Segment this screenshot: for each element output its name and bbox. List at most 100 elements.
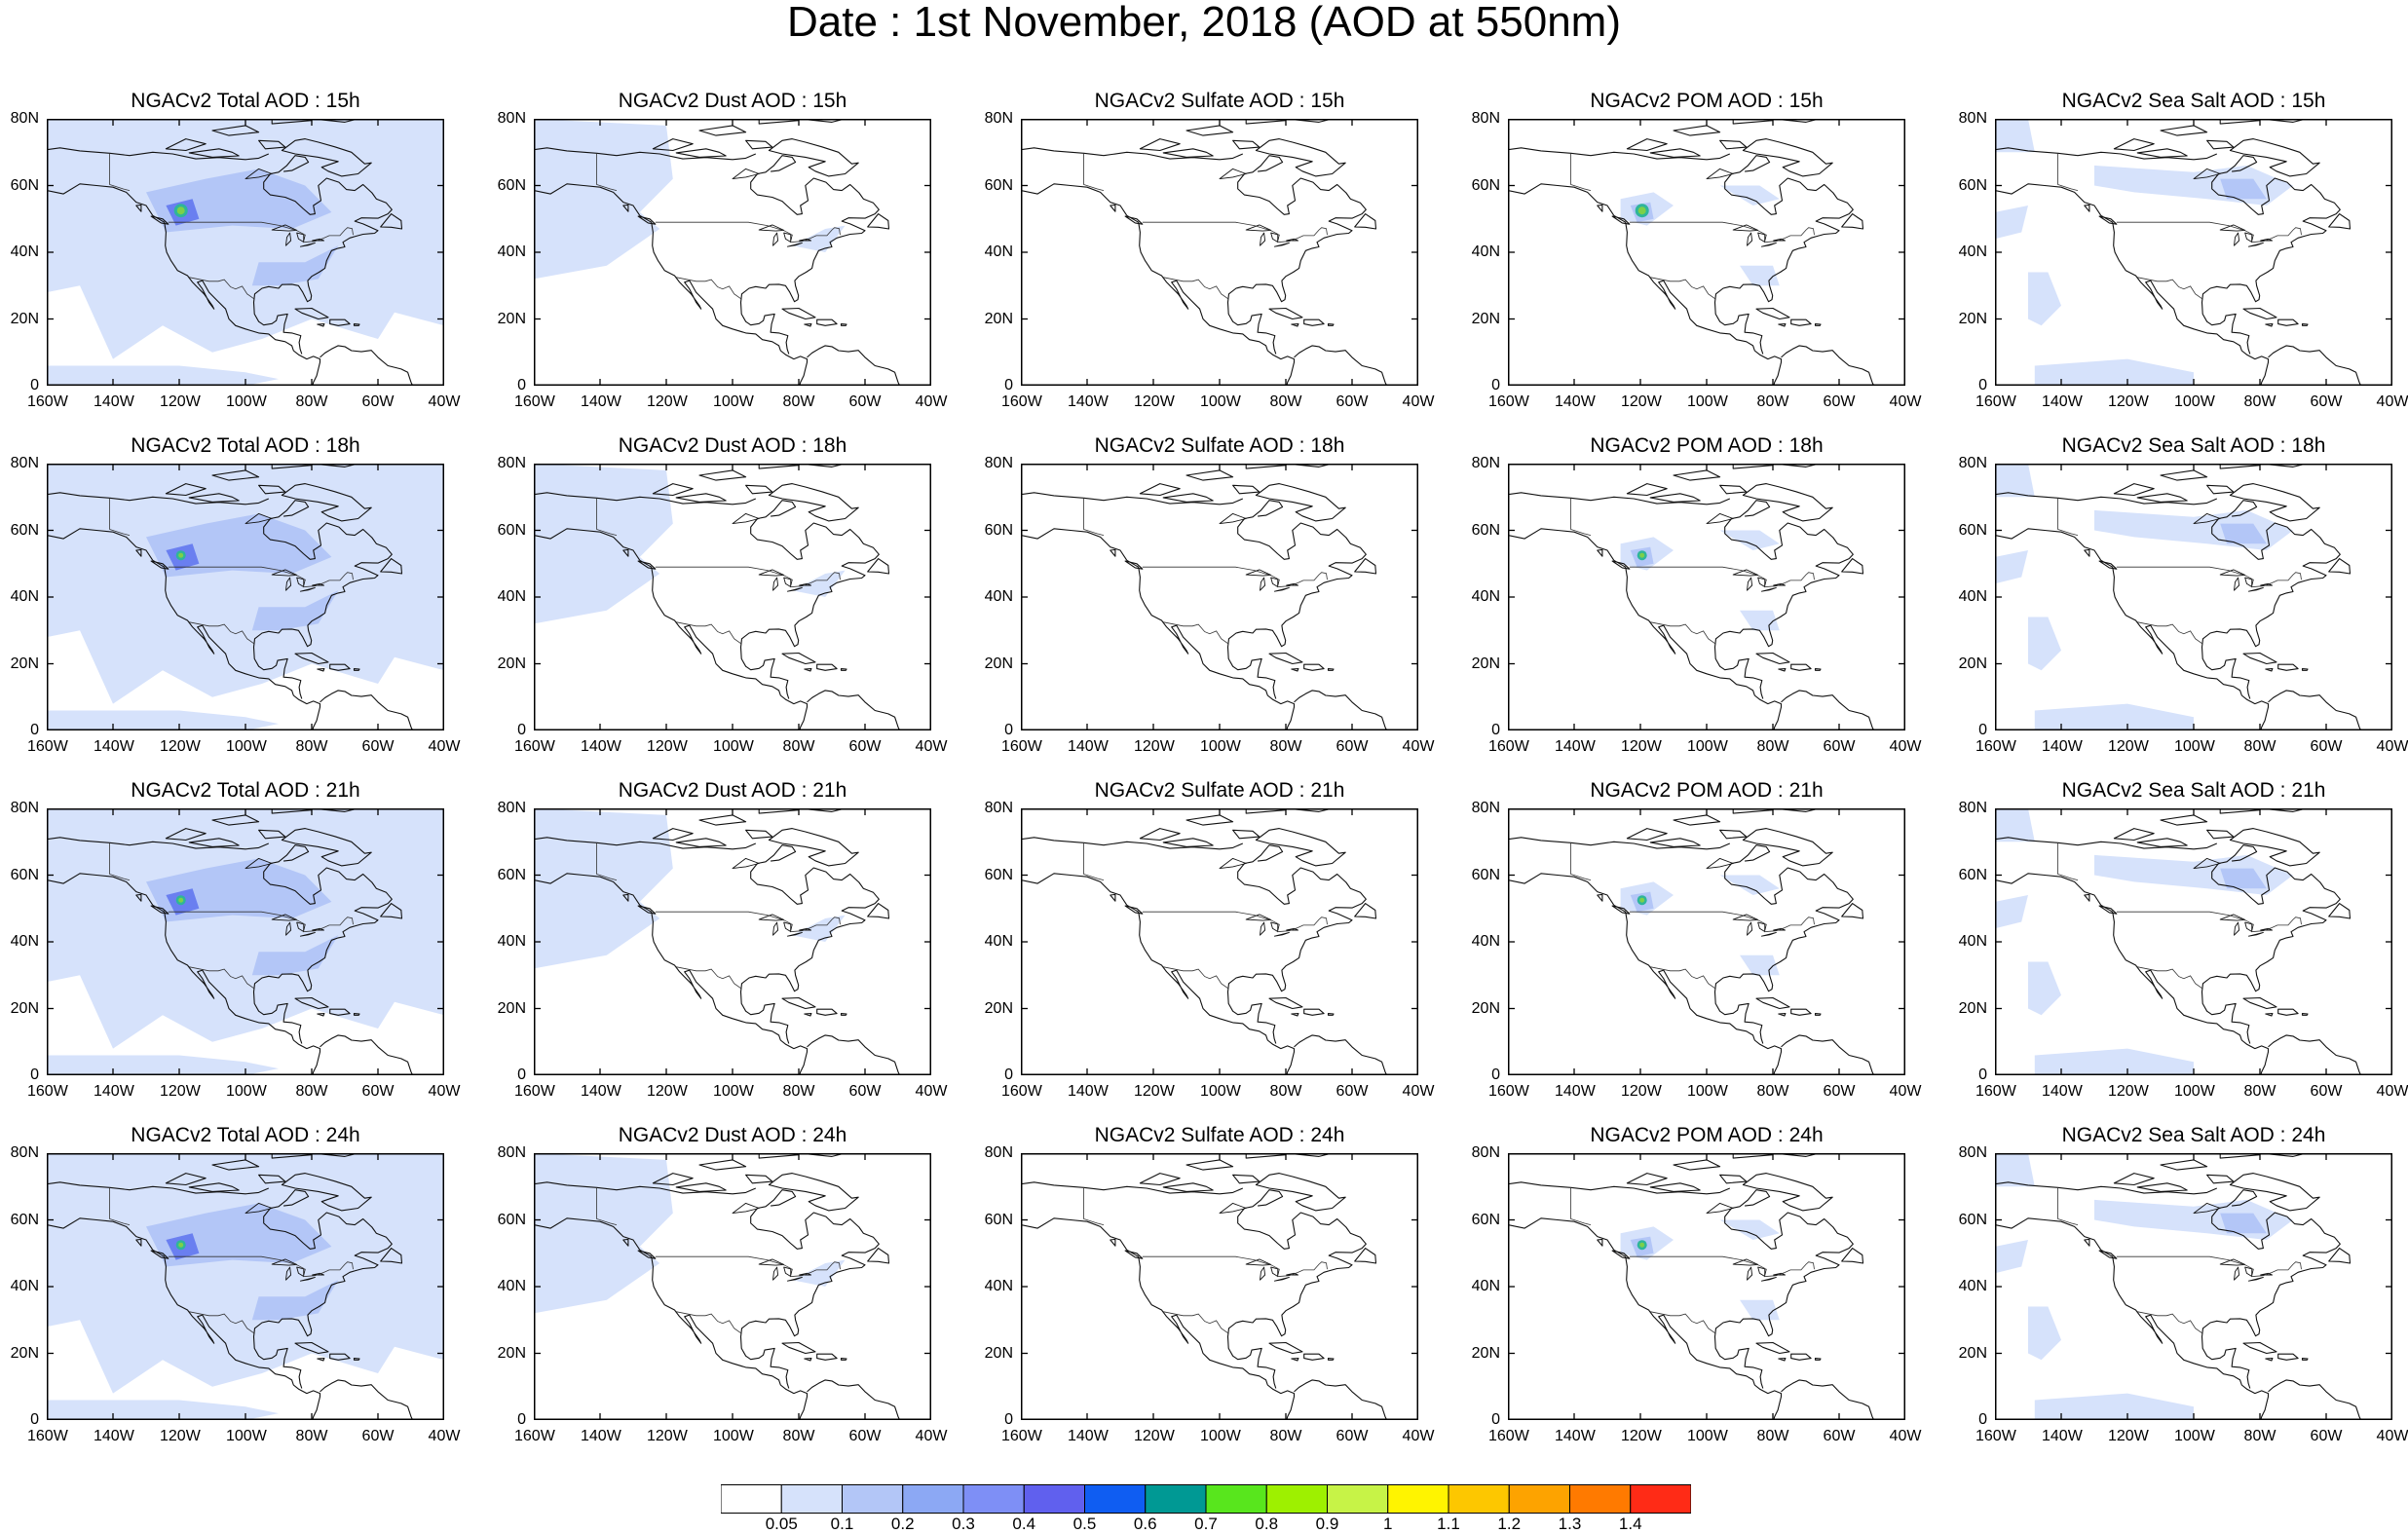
map-background [1508,1153,1905,1420]
lat-tick-label: 80N [1471,800,1500,816]
coastline [1294,1379,1388,1420]
lat-tick-label: 40N [10,1278,39,1294]
lat-tick-label: 0 [1978,1411,1987,1428]
country-border [1649,277,1716,300]
coastline [1508,873,1783,1075]
island-outline [165,138,207,152]
panel-title: NGACv2 Total AOD : 15h [131,90,360,112]
island-outline [1742,828,1833,867]
lat-tick-label: 80N [1958,110,1987,127]
island-outline [2084,893,2090,902]
island-outline [768,1173,859,1212]
country-border [1083,498,1105,536]
panel-title: NGACv2 Dust AOD : 21h [618,779,847,802]
coastline [2201,500,2341,699]
lat-tick-label: 60N [984,866,1013,883]
island-outline [2328,903,2352,919]
colorbar-label: 0.1 [830,1515,854,1533]
lake-outline [312,927,325,931]
lake-outline [1760,242,1777,247]
lon-tick-label: 80W [2243,738,2276,755]
lake-outline [285,577,292,591]
lat-tick-label: 0 [1978,1066,1987,1083]
lake-outline [299,586,316,592]
lon-tick-label: 120W [160,393,201,410]
lake-outline [1773,1272,1787,1276]
island-outline [188,838,240,847]
island-outline [745,139,773,150]
lat-tick-label: 40N [1958,588,1987,605]
island-outline [1841,903,1864,919]
lat-tick-label: 0 [30,1411,39,1428]
lat-tick-label: 80N [1958,1144,1987,1161]
colorbar-label: 0.9 [1315,1515,1339,1533]
lon-tick-label: 60W [361,1083,395,1100]
lon-tick-label: 140W [1555,1083,1596,1100]
lon-tick-label: 80W [1269,393,1302,410]
island-outline [2265,668,2274,672]
lake-outline [1273,242,1290,247]
lat-tick-label: 0 [1004,1066,1013,1083]
lake-outline [2260,1272,2274,1276]
map-panel [1995,808,2392,1075]
lon-tick-label: 160W [27,1428,68,1444]
panel-title: NGACv2 Dust AOD : 15h [618,90,847,112]
colorbar-swatch [842,1484,904,1514]
island-outline [1255,1173,1346,1212]
panel-title: NGACv2 Sulfate AOD : 15h [1094,90,1345,112]
island-outline [2098,1250,2118,1259]
lon-tick-label: 100W [1200,393,1241,410]
country-border [168,911,354,933]
island-outline [258,1174,286,1184]
island-outline [652,828,694,842]
lon-tick-label: 60W [2310,738,2343,755]
lon-tick-label: 140W [1068,738,1109,755]
lon-tick-label: 80W [295,1428,328,1444]
lat-tick-label: 40N [497,1278,526,1294]
lon-tick-label: 100W [1687,1083,1728,1100]
coastline [1508,1217,1783,1420]
island-outline [816,663,838,671]
lon-tick-label: 60W [848,393,882,410]
map-panel [1995,1153,2392,1420]
lon-tick-label: 120W [1134,393,1175,410]
lon-tick-label: 140W [581,1083,621,1100]
country-border [1649,621,1716,645]
island-outline [637,905,657,915]
island-outline [1291,668,1299,672]
lake-outline [1273,1276,1290,1282]
island-outline [2265,323,2274,327]
country-border [1629,1255,1815,1278]
coastline [1021,492,1244,505]
island-outline [781,652,816,665]
coastline [1713,844,1854,1044]
colorbar-swatch [1265,1484,1328,1514]
aod-overlay [2028,272,2061,326]
panel-title: NGACv2 Sulfate AOD : 21h [1094,779,1345,802]
island-outline [329,663,351,671]
country-border [109,498,131,536]
panel-title: NGACv2 Total AOD : 18h [131,434,360,457]
island-outline [2098,905,2118,915]
island-outline [1626,483,1668,497]
aod-overlay [47,710,279,730]
lon-tick-label: 160W [1488,393,1529,410]
island-outline [1673,814,1721,826]
lat-tick-label: 80N [497,455,526,471]
lon-tick-label: 40W [428,1083,461,1100]
aod-hotspot-center [178,897,184,903]
colorbar-swatch [1084,1484,1147,1514]
lat-tick-label: 0 [30,722,39,738]
coastline [739,155,880,355]
lat-tick-label: 0 [1491,722,1500,738]
island-outline [150,905,169,915]
lake-outline [772,232,779,246]
island-outline [622,1238,629,1247]
aod-overlay [1995,808,2035,842]
lon-tick-label: 120W [1621,393,1662,410]
map-background [1508,464,1905,730]
island-outline [1597,1238,1603,1247]
aod-overlay [47,365,279,386]
lat-tick-label: 60N [984,1211,1013,1228]
island-outline [1285,1153,1335,1157]
